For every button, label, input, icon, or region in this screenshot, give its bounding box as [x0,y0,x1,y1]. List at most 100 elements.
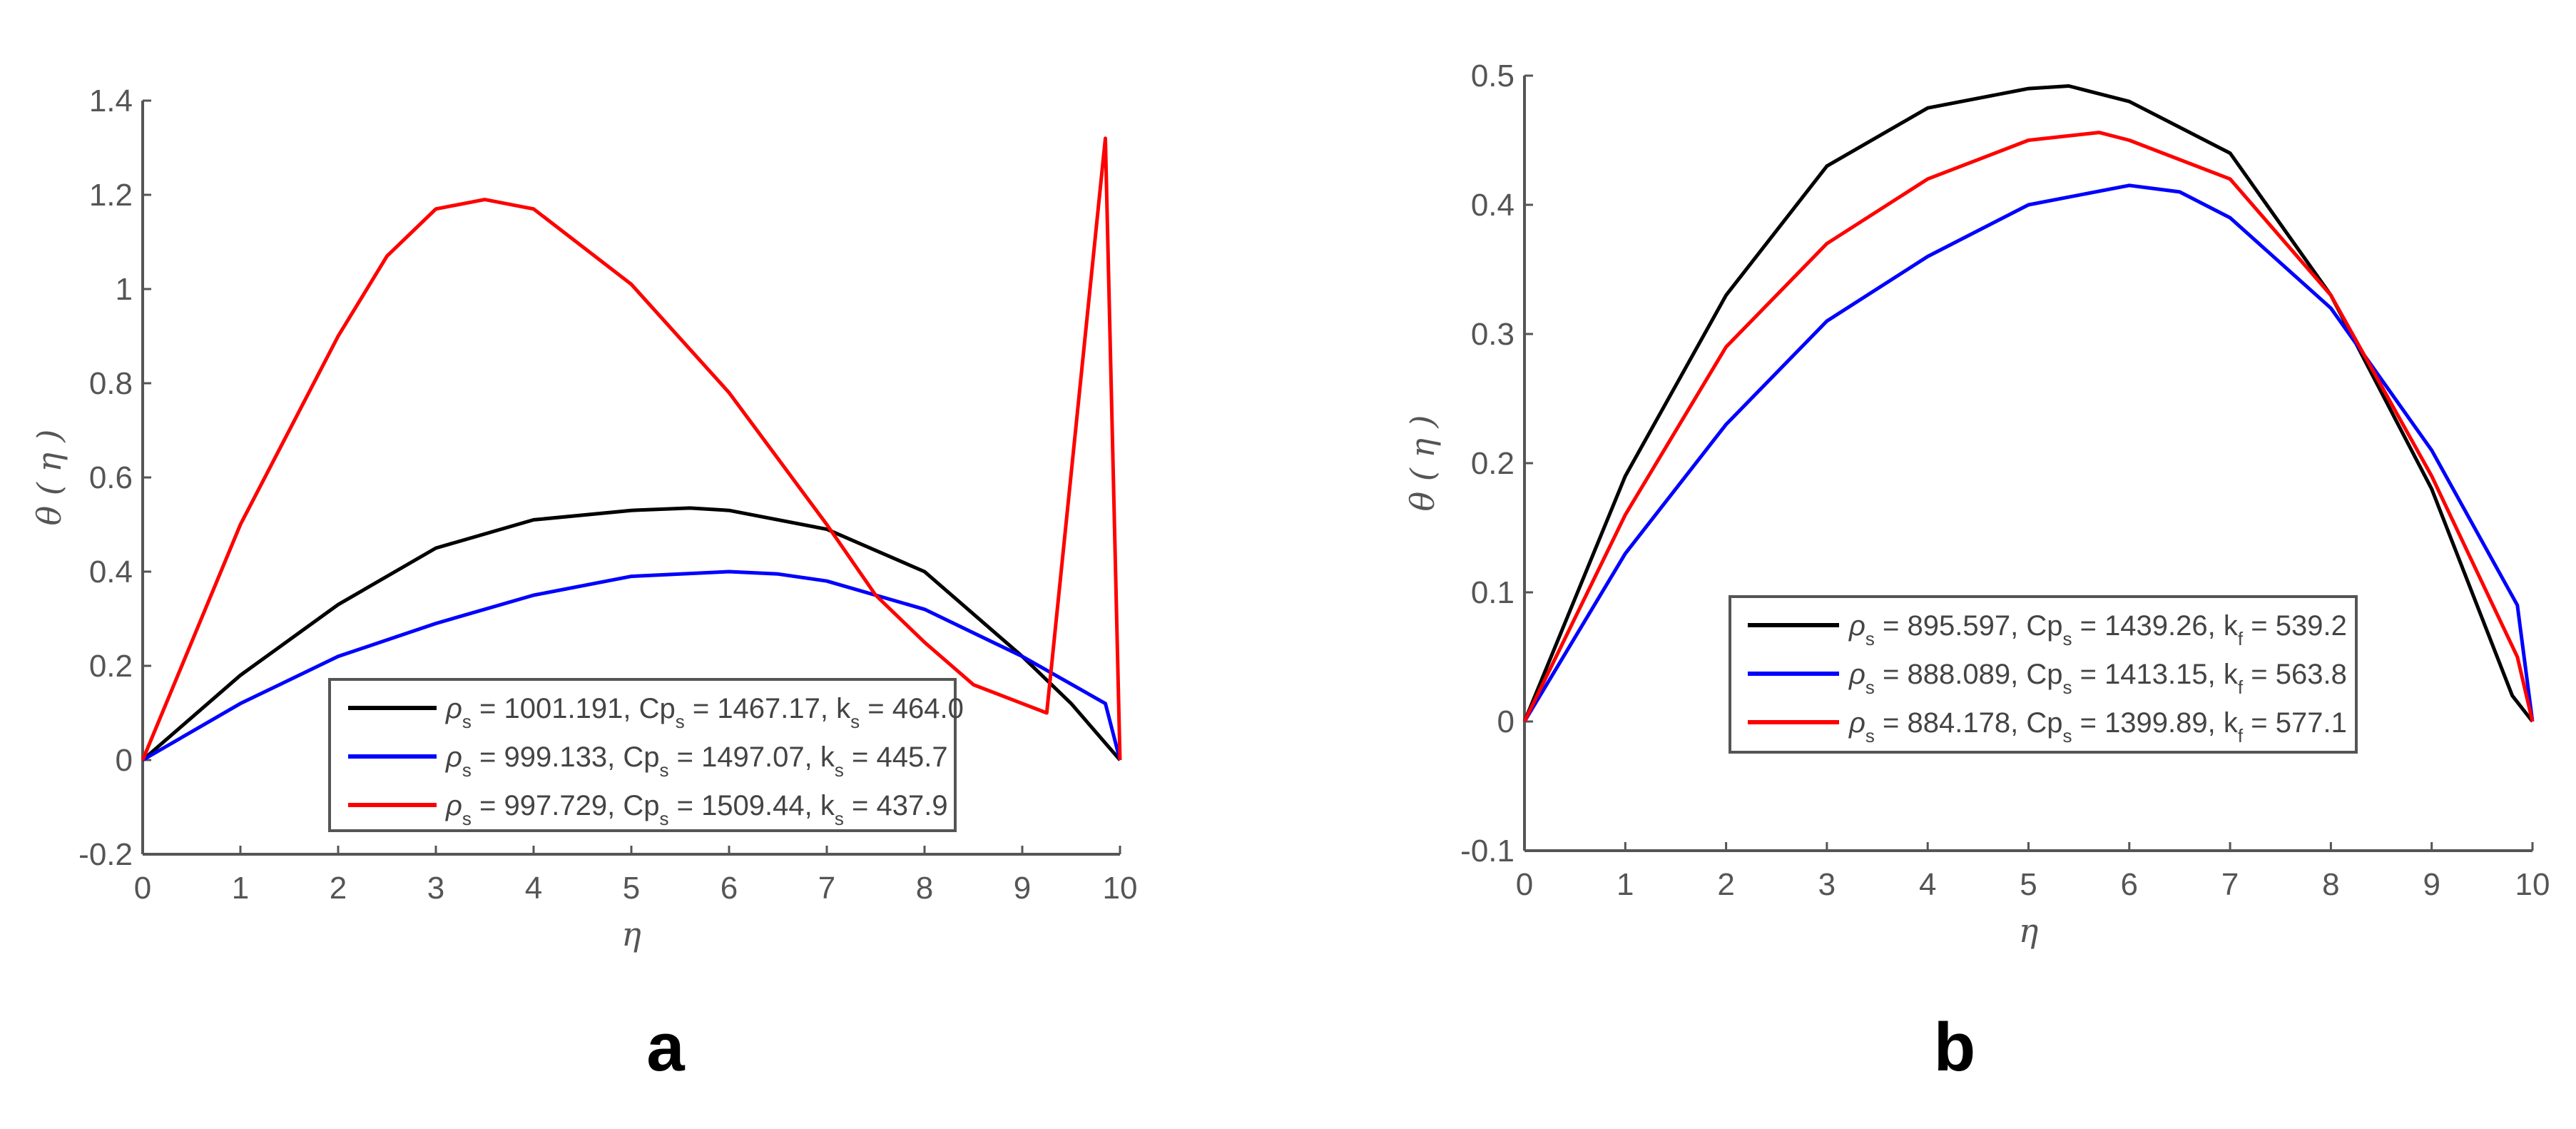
subscript: s [835,808,844,829]
legend-item: ρs = 895.597, Cps = 1439.26, kf = 539.2 [1748,610,2347,649]
x-tick-label: 4 [525,871,542,906]
k-value: 563.8 [2276,659,2347,690]
subscript: s [659,759,668,781]
cp-value: 1467.17 [717,693,820,724]
x-tick-label: 9 [1014,871,1031,906]
cp-value: 1497.07 [701,741,805,773]
x-tick-label: 10 [1103,871,1138,906]
y-tick-label: 0.2 [1471,446,1514,481]
equals: = [2243,610,2276,642]
equals: = [844,741,877,773]
k-symbol: , k [805,790,835,821]
legend-item: ρs = 884.178, Cps = 1399.89, kf = 577.1 [1748,707,2347,746]
y-tick-label: 0 [116,743,133,778]
y-axis-label: θ ( η ) [30,429,68,525]
legend-label: ρs = 895.597, Cps = 1439.26, kf = 539.2 [1848,610,2347,649]
legend-label: ρs = 1001.191, Cps = 1467.17, ks = 464.0 [445,693,964,732]
subscript: s [850,711,860,732]
x-tick-label: 5 [623,871,640,906]
y-tick-label: 0.3 [1471,317,1514,352]
y-tick-label: -0.2 [78,837,133,872]
x-tick-label: 1 [232,871,249,906]
cp-symbol: , Cp [623,693,675,724]
equals: = [2243,659,2276,690]
k-symbol: , k [2208,659,2239,690]
x-tick-label: 3 [427,871,444,906]
cp-symbol: , Cp [607,741,659,773]
subscript: f [2238,628,2244,649]
y-tick-label: -0.1 [1460,834,1514,869]
x-tick-label: 1 [1617,867,1634,902]
x-tick-label: 6 [721,871,738,906]
legend-item: ρs = 999.133, Cps = 1497.07, ks = 445.7 [348,741,948,781]
series-line-1 [1522,84,2534,723]
series-line-2 [1522,183,2535,723]
y-tick-label: 0 [1497,704,1514,739]
cp-symbol: , Cp [2010,610,2062,642]
equals: = [2072,659,2104,690]
equals: = [668,790,701,821]
y-tick-label: 0.8 [89,366,133,401]
y-tick-label: 0.5 [1471,59,1514,93]
rho-symbol: ρ [1848,610,1865,642]
subscript: s [2062,628,2072,649]
legend: ρs = 895.597, Cps = 1439.26, kf = 539.2ρ… [1729,595,2358,754]
x-tick-label: 10 [2515,867,2550,902]
equals: = [472,693,504,724]
rho-value: 888.089 [1908,659,2011,690]
rho-symbol: ρ [445,790,462,821]
subscript: s [462,759,472,781]
equals: = [668,741,701,773]
subscript: s [659,808,668,829]
x-tick-label: 3 [1818,867,1836,902]
series-line-2 [141,569,1122,762]
cp-value: 1399.89 [2104,707,2208,739]
cp-symbol: , Cp [2010,707,2062,739]
rho-value: 895.597 [1908,610,2011,642]
k-symbol: , k [820,693,851,724]
rho-symbol: ρ [445,741,462,773]
equals: = [685,693,718,724]
x-axis-label: η [621,915,641,953]
legend-label: ρs = 999.133, Cps = 1497.07, ks = 445.7 [445,741,948,781]
rho-value: 1001.191 [504,693,623,724]
x-tick-label: 8 [2322,867,2339,902]
x-tick-label: 7 [818,871,835,906]
series-line-3 [141,136,1122,761]
x-tick-label: 0 [134,871,151,906]
equals: = [2243,707,2276,739]
x-tick-label: 8 [916,871,933,906]
equals: = [472,790,504,821]
rho-value: 997.729 [504,790,608,821]
panel-label: b [1934,1009,1976,1085]
x-tick-label: 0 [1516,867,1533,902]
equals: = [2072,610,2104,642]
k-value: 437.9 [876,790,947,821]
legend-item: ρs = 1001.191, Cps = 1467.17, ks = 464.0 [348,693,964,732]
x-tick-label: 7 [2221,867,2239,902]
chart-b: 0 1 2 3 4 5 6 7 8 9 10-0.100.10.20.30.40.5ηθ ( η )… [1403,59,2550,1085]
subscript: s [1865,628,1875,649]
subscript: s [676,711,685,732]
subscript: s [835,759,844,781]
x-tick-label: 9 [2423,867,2440,902]
rho-value: 999.133 [504,741,608,773]
legend-item: ρs = 888.089, Cps = 1413.15, kf = 563.8 [1748,659,2347,698]
cp-symbol: , Cp [607,790,659,821]
y-axis-label: θ ( η ) [1403,415,1442,511]
y-tick-label: 0.6 [89,460,133,495]
cp-value: 1413.15 [2104,659,2208,690]
subscript: f [2238,677,2244,698]
subscript: s [1865,725,1875,746]
legend-item: ρs = 997.729, Cps = 1509.44, ks = 437.9 [348,790,948,829]
legend-label: ρs = 884.178, Cps = 1399.89, kf = 577.1 [1848,707,2347,746]
rho-symbol: ρ [445,693,462,724]
equals: = [860,693,892,724]
cp-symbol: , Cp [2010,659,2062,690]
legend: ρs = 1001.191, Cps = 1467.17, ks = 464.0… [328,678,964,832]
y-tick-label: 1 [116,272,133,307]
k-value: 539.2 [2276,610,2347,642]
cp-value: 1439.26 [2104,610,2208,642]
equals: = [1875,707,1908,739]
k-value: 577.1 [2276,707,2347,739]
